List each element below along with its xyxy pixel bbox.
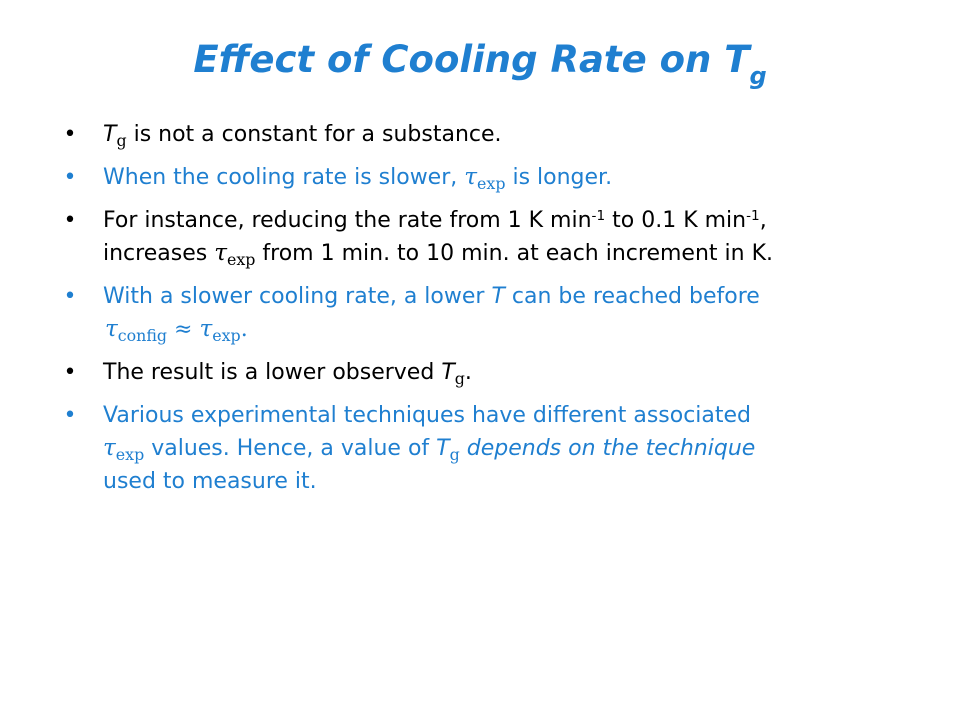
t-symbol: T (441, 360, 455, 385)
tau-symbol: τ (199, 316, 213, 342)
bullet-line-2: τexp values. Hence, a value of Tg depend… (103, 432, 900, 465)
bullet-text: increases (103, 241, 215, 266)
tau-symbol: τ (214, 240, 227, 266)
tau-subscript: exp (477, 173, 506, 193)
t-symbol: T (436, 436, 450, 461)
tau-symbol: τ (464, 164, 478, 190)
t-symbol: T (103, 122, 117, 147)
bullet-line-1: With a slower cooling rate, a lower T ca… (103, 280, 900, 313)
bullet-item-3: • For instance, reducing the rate from 1… (60, 204, 900, 270)
bullet-line-2: increases τexp from 1 min. to 10 min. at… (103, 237, 900, 270)
tau-subscript: config (117, 325, 168, 345)
bullet-text: values. Hence, a value of (144, 436, 437, 461)
slide-title-text: Effect of Cooling Rate on T (193, 38, 750, 81)
bullet-text: from 1 min. to 10 min. at each increment… (255, 241, 773, 266)
emphasis-text: depends on the technique (466, 436, 756, 461)
t-symbol: T (491, 284, 505, 309)
tau-symbol: τ (105, 316, 118, 342)
bullet-line-2: τconfig ≈ τexp. (103, 313, 900, 346)
tau-subscript: exp (226, 249, 256, 269)
bullet-text-after: is longer. (505, 165, 613, 190)
period: . (464, 360, 472, 385)
bullet-list: • Tg is not a constant for a substance. … (60, 118, 900, 508)
bullet-text: For instance, reducing the rate from 1 K… (103, 208, 592, 233)
superscript: -1 (746, 207, 760, 224)
bullet-text: , (759, 208, 767, 233)
t-subscript: g (454, 368, 465, 388)
slide-title-subscript: g (749, 62, 767, 90)
t-subscript: g (116, 130, 127, 150)
bullet-text: can be reached before (504, 284, 760, 309)
bullet-text: to 0.1 K min (605, 208, 747, 233)
bullet-text-before: When the cooling rate is slower, (103, 165, 465, 190)
tau-subscript: exp (115, 444, 145, 464)
bullet-line-1: For instance, reducing the rate from 1 K… (103, 204, 900, 237)
slide-title: Effect of Cooling Rate on Tg (0, 38, 960, 88)
bullet-item-6: • Various experimental techniques have d… (60, 399, 900, 498)
bullet-item-4: • With a slower cooling rate, a lower T … (60, 280, 900, 346)
bullet-item-5: • The result is a lower observed Tg. (60, 356, 900, 389)
tau-subscript: exp (212, 325, 241, 345)
bullet-text: The result is a lower observed (103, 360, 442, 385)
bullet-text: With a slower cooling rate, a lower (103, 284, 492, 309)
bullet-marker: • (63, 284, 77, 309)
approx-symbol: ≈ (167, 317, 200, 342)
bullet-marker: • (63, 122, 77, 147)
bullet-text: used to measure it. (103, 469, 317, 494)
bullet-text: Various experimental techniques have dif… (103, 403, 752, 428)
bullet-marker: • (63, 208, 77, 233)
bullet-marker: • (63, 165, 77, 190)
t-subscript: g (449, 444, 460, 464)
bullet-line-3: used to measure it. (103, 465, 900, 498)
bullet-item-1: • Tg is not a constant for a substance. (60, 118, 900, 151)
bullet-item-2: • When the cooling rate is slower, τexp … (60, 161, 900, 194)
superscript: -1 (591, 207, 606, 224)
bullet-line-1: Various experimental techniques have dif… (103, 399, 900, 432)
bullet-marker: • (63, 360, 77, 385)
bullet-text (460, 436, 467, 461)
bullet-text: is not a constant for a substance. (126, 122, 502, 147)
tau-symbol: τ (103, 435, 116, 461)
period: . (240, 317, 248, 342)
bullet-marker: • (63, 403, 77, 428)
